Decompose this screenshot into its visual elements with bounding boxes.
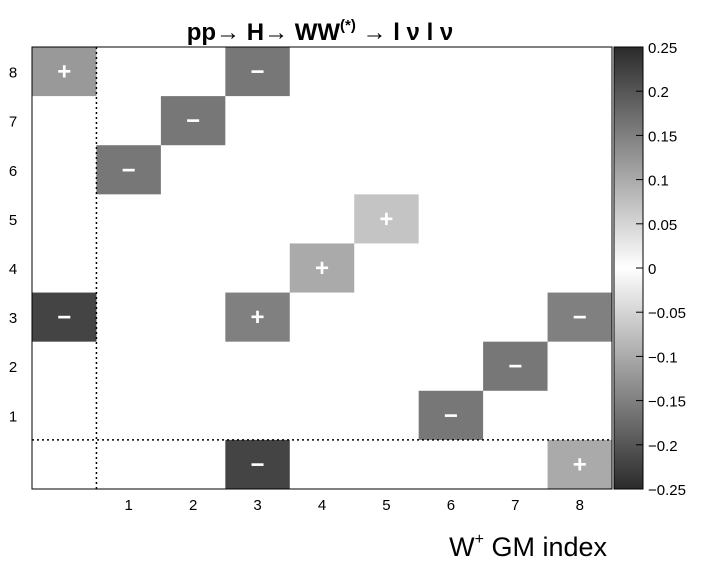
y-tick-label: 1 [9, 408, 17, 425]
heatmap-cells: + − − − + + − + − − − − + [32, 47, 612, 489]
x-tick-label: 4 [318, 497, 326, 514]
heatmap-cell [354, 194, 419, 244]
cell-sign-label: − [444, 402, 458, 429]
x-axis-label-rest: GM index [484, 532, 608, 562]
heatmap-cell [32, 292, 97, 342]
colorbar-tick-label: −0.1 [648, 349, 678, 366]
y-tick-label: 5 [9, 212, 17, 229]
cell-sign-label: − [508, 353, 522, 380]
heatmap-cell [289, 243, 355, 293]
x-axis-ticks: 1 2 3 4 5 6 7 8 [124, 497, 583, 514]
chart-title-part: → [264, 19, 295, 46]
colorbar-tick-label: 0 [648, 261, 656, 278]
colorbar-tick-label: −0.2 [648, 438, 678, 455]
heatmap-cell [225, 47, 290, 97]
cell-sign-label: − [251, 59, 265, 86]
x-tick-label: 2 [189, 497, 197, 514]
heatmap-cell [483, 341, 548, 391]
y-tick-label: 4 [9, 261, 17, 278]
x-tick-label: 7 [511, 497, 519, 514]
chart-title-part: l ν l ν [393, 19, 453, 46]
x-tick-label: 8 [576, 497, 584, 514]
heatmap-cell [547, 439, 612, 489]
cell-sign-label: − [57, 304, 71, 331]
heatmap-cell [32, 47, 97, 97]
x-tick-label: 5 [382, 497, 390, 514]
y-tick-label: 3 [9, 310, 17, 327]
plot-frame [31, 46, 613, 490]
heatmap-cell [96, 145, 161, 195]
y-tick-label: 7 [9, 114, 17, 131]
x-tick-label: 3 [253, 497, 261, 514]
cell-sign-label: − [122, 157, 136, 184]
colorbar-tick-label: −0.25 [648, 482, 686, 499]
chart-title: pp→ H→ WW(*) → l ν l ν [187, 17, 454, 46]
colorbar-ticks: 0.25 0.2 0.15 0.1 0.05 0 −0.05 −0.1 −0.15 −0.2 −0.… [636, 40, 686, 499]
y-axis-ticks: 1 2 3 4 5 6 7 8 [9, 65, 17, 426]
sector-separators [32, 47, 612, 489]
heatmap-cell [547, 292, 612, 342]
cell-sign-label: − [573, 304, 587, 331]
y-tick-label: 8 [9, 65, 17, 82]
colorbar-tick-label: 0.05 [648, 217, 677, 234]
colorbar: 0.25 0.2 0.15 0.1 0.05 0 −0.05 −0.1 −0.15 −0.2 −0.… [613, 40, 686, 499]
x-tick-label: 6 [447, 497, 455, 514]
chart-title-part: (*) [340, 17, 356, 34]
colorbar-tick-label: 0.15 [648, 128, 677, 145]
x-axis-label: W+ GM index [449, 531, 607, 562]
colorbar-tick-label: 0.25 [648, 40, 677, 57]
heatmap-cell [225, 292, 290, 342]
chart-title-part: → [356, 19, 393, 46]
colorbar-tick-label: 0.2 [648, 84, 669, 101]
chart-title-part: WW [295, 19, 341, 46]
heatmap-cell [160, 96, 226, 146]
x-axis-label-sup: + [475, 531, 484, 548]
cell-sign-label: + [379, 206, 393, 233]
colorbar-tick-label: −0.05 [648, 305, 686, 322]
cell-sign-label: + [57, 59, 71, 86]
cell-sign-label: − [251, 451, 265, 478]
x-tick-label: 1 [124, 497, 132, 514]
y-tick-label: 2 [9, 359, 17, 376]
chart-title-part: H [247, 19, 264, 46]
chart-title-part: → [216, 19, 247, 46]
cell-sign-label: + [315, 255, 329, 282]
x-axis-label-main: W [449, 532, 475, 562]
colorbar-tick-label: −0.15 [648, 394, 686, 411]
cell-sign-label: + [251, 304, 265, 331]
cell-sign-label: − [186, 108, 200, 135]
colorbar-tick-label: 0.1 [648, 173, 669, 190]
heatmap-cell [418, 390, 484, 440]
y-tick-label: 6 [9, 163, 17, 180]
cell-sign-label: + [573, 451, 587, 478]
chart-title-part: pp [187, 19, 216, 46]
heatmap-cell [225, 439, 290, 489]
